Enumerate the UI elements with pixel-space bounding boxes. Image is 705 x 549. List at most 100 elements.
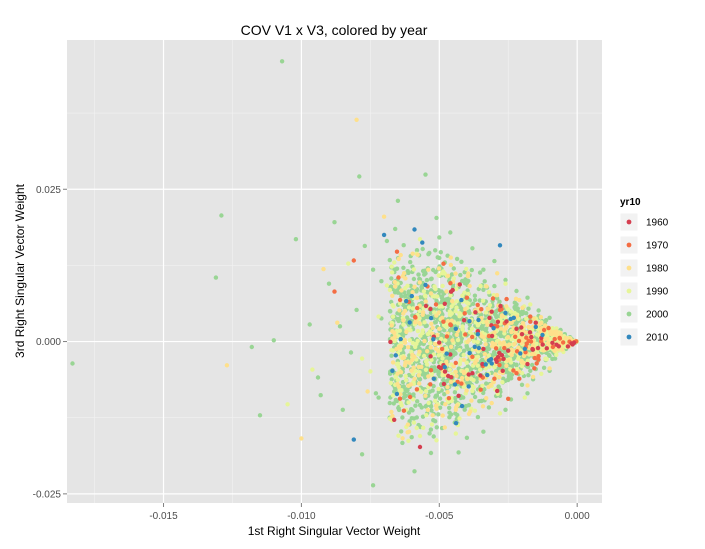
- data-point: [389, 264, 394, 269]
- x-tick-label: 0.000: [565, 511, 590, 522]
- data-point: [417, 237, 423, 242]
- data-point: [213, 275, 219, 280]
- data-point: [465, 364, 471, 369]
- data-point: [425, 407, 430, 413]
- data-point: [485, 338, 491, 343]
- data-point: [415, 399, 420, 404]
- series-1960: [388, 282, 577, 450]
- data-point: [542, 323, 548, 328]
- data-point: [481, 287, 486, 292]
- data-point: [423, 367, 429, 372]
- data-point: [422, 320, 427, 325]
- data-point: [423, 303, 429, 309]
- data-point: [413, 315, 418, 320]
- data-point: [474, 358, 479, 363]
- data-point: [544, 346, 549, 351]
- data-point: [502, 345, 507, 351]
- data-point: [530, 374, 536, 380]
- data-point: [442, 392, 447, 397]
- data-point: [486, 384, 491, 390]
- data-point: [444, 351, 449, 356]
- y-axis: -0.025 0.000 0.025: [33, 185, 67, 500]
- data-point: [422, 272, 427, 277]
- data-point: [332, 220, 337, 225]
- data-point: [461, 318, 467, 323]
- data-point: [525, 295, 530, 300]
- data-point: [502, 328, 507, 333]
- data-point: [410, 397, 416, 402]
- data-point: [448, 379, 454, 384]
- data-point: [554, 342, 559, 347]
- data-point: [521, 338, 526, 343]
- data-point: [491, 292, 496, 298]
- data-point: [483, 310, 489, 315]
- data-point: [389, 377, 394, 382]
- data-point: [410, 301, 415, 307]
- data-point: [468, 376, 474, 381]
- y-tick-label: -0.025: [33, 489, 62, 500]
- data-point: [399, 288, 404, 293]
- data-point: [525, 391, 530, 396]
- x-tick-label: -0.015: [149, 511, 178, 522]
- data-point: [448, 230, 453, 235]
- data-point: [398, 392, 403, 397]
- data-point: [388, 339, 393, 345]
- data-point: [398, 400, 403, 406]
- data-point: [441, 377, 446, 383]
- data-point: [415, 305, 420, 311]
- data-point: [441, 269, 446, 274]
- data-point: [464, 388, 469, 393]
- data-point: [478, 373, 483, 378]
- legend-symbol: [626, 288, 632, 294]
- data-point: [451, 364, 456, 369]
- data-point: [511, 356, 516, 361]
- data-point: [396, 318, 401, 324]
- data-point: [476, 317, 481, 323]
- data-point: [481, 267, 486, 272]
- data-point: [514, 349, 520, 354]
- data-point: [428, 341, 433, 346]
- data-point: [411, 276, 417, 282]
- data-point: [389, 276, 394, 281]
- data-point: [473, 320, 478, 325]
- data-point: [412, 376, 417, 381]
- data-point: [420, 240, 425, 245]
- data-point: [462, 407, 467, 412]
- data-point: [408, 328, 413, 333]
- data-point: [498, 326, 504, 331]
- data-point: [453, 431, 458, 436]
- data-point: [390, 314, 396, 319]
- data-point: [547, 353, 552, 358]
- data-point: [406, 270, 411, 276]
- data-point: [479, 307, 484, 312]
- data-point: [475, 339, 480, 345]
- data-point: [406, 400, 411, 405]
- data-point: [521, 353, 527, 359]
- data-point: [536, 308, 541, 313]
- data-point: [426, 400, 431, 406]
- data-point: [403, 360, 408, 365]
- data-point: [533, 324, 538, 330]
- data-point: [392, 284, 398, 289]
- data-point: [445, 318, 451, 324]
- data-point: [504, 296, 509, 302]
- data-point: [464, 266, 469, 272]
- data-point: [480, 361, 485, 367]
- data-point: [414, 289, 419, 294]
- data-point: [452, 382, 458, 387]
- legend-symbol: [626, 265, 632, 271]
- data-point: [393, 374, 398, 380]
- data-point: [464, 435, 470, 440]
- data-point: [433, 320, 438, 325]
- data-point: [528, 319, 533, 324]
- data-point: [436, 386, 441, 392]
- data-point: [517, 297, 522, 303]
- data-point: [524, 335, 529, 340]
- data-point: [432, 341, 438, 347]
- data-point: [520, 311, 525, 316]
- data-point: [462, 270, 467, 275]
- data-point: [448, 255, 453, 260]
- data-points: [70, 59, 580, 488]
- data-point: [413, 403, 418, 408]
- data-point: [466, 278, 471, 284]
